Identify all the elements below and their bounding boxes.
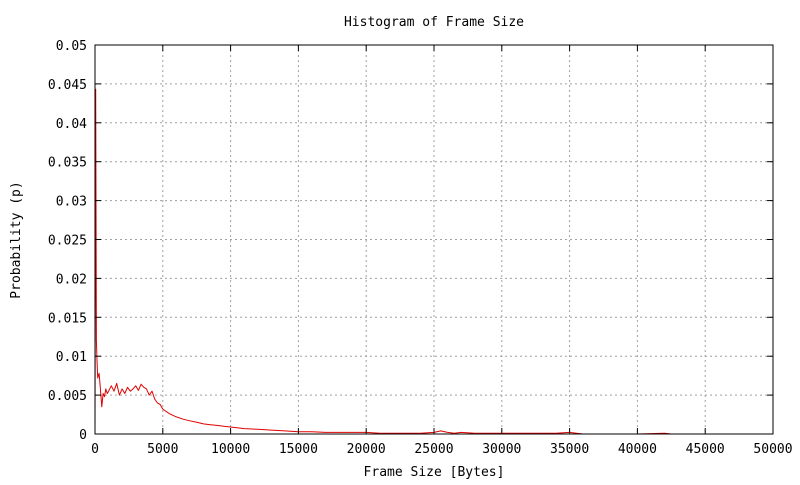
x-tick-label: 0 bbox=[91, 442, 99, 457]
x-tick-label: 20000 bbox=[347, 442, 386, 457]
x-tick-label: 30000 bbox=[482, 442, 521, 457]
y-tick-label: 0.04 bbox=[56, 117, 87, 132]
x-tick-labels: 0 5000 10000 15000 20000 25000 30000 35000 40000… bbox=[91, 442, 792, 457]
x-axis-label: Frame Size [Bytes] bbox=[364, 465, 505, 480]
y-tick-label: 0.05 bbox=[56, 39, 87, 54]
x-tick-label: 45000 bbox=[686, 442, 725, 457]
y-tick-label: 0.005 bbox=[48, 389, 87, 404]
y-tick-label: 0.02 bbox=[56, 272, 87, 287]
x-tick-label: 5000 bbox=[147, 442, 178, 457]
y-tick-labels: 0 0.005 0.01 0.015 0.02 0.025 0.03 0.035 0.04 0.0… bbox=[48, 39, 87, 443]
y-tick-label: 0.035 bbox=[48, 156, 87, 171]
series-layer bbox=[94, 88, 672, 435]
y-tick-label: 0.015 bbox=[48, 311, 87, 326]
x-tick-label: 10000 bbox=[211, 442, 250, 457]
chart-title: Histogram of Frame Size bbox=[344, 15, 524, 30]
x-tick-label: 15000 bbox=[279, 442, 318, 457]
y-tick-label: 0.025 bbox=[48, 234, 87, 249]
y-tick-label: 0.03 bbox=[56, 195, 87, 210]
y-tick-label: 0.01 bbox=[56, 350, 87, 365]
x-tick-label: 35000 bbox=[550, 442, 589, 457]
y-axis-label: Probability (p) bbox=[9, 181, 24, 298]
y-tick-label: 0.045 bbox=[48, 78, 87, 93]
y-tick-label: 0 bbox=[79, 428, 87, 443]
axis-ticks bbox=[94, 44, 774, 435]
series-line bbox=[94, 88, 672, 435]
x-tick-label: 40000 bbox=[618, 442, 657, 457]
x-tick-label: 25000 bbox=[414, 442, 453, 457]
x-tick-label: 50000 bbox=[753, 442, 792, 457]
grid-lines bbox=[95, 45, 773, 434]
